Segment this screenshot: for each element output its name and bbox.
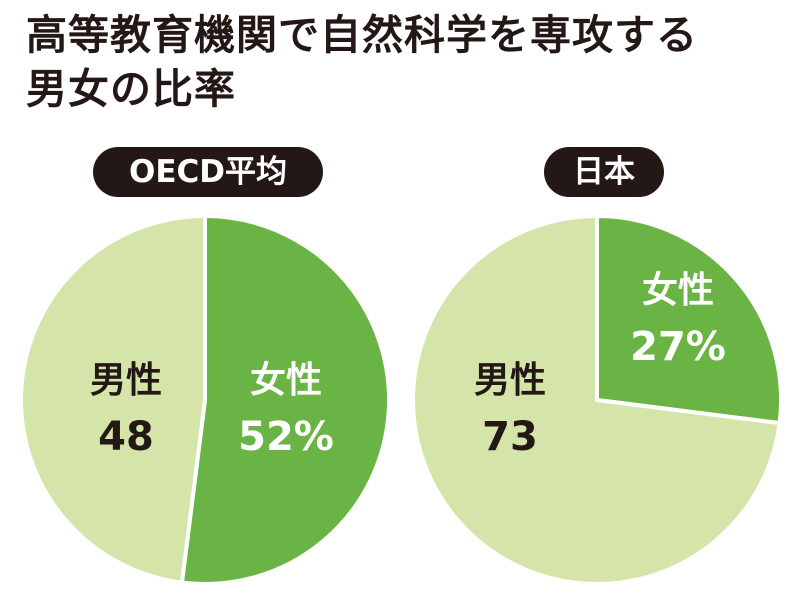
slice-label-female: 女性 (250, 360, 322, 401)
slice-value-male: 73 (482, 414, 538, 460)
pie-slice-male (19, 214, 207, 585)
slice-label-male: 男性 (474, 360, 546, 401)
slice-value-female: 27% (630, 324, 726, 370)
title-line-2: 男女の比率 (26, 65, 236, 113)
slice-value-female: 52% (238, 414, 334, 460)
pie-slice-male (411, 214, 782, 586)
slice-label-male: 男性 (90, 360, 162, 401)
title-line-1: 高等教育機関で自然科学を専攻する (26, 11, 698, 59)
pie-slice-female (179, 214, 391, 586)
pie-title-japan: 日本 (544, 147, 664, 197)
pie-japan: 女性 27% 男性 73 (411, 214, 783, 586)
pie-title-oecd: OECD平均 (93, 147, 323, 197)
slice-value-male: 48 (98, 414, 154, 460)
pie-oecd: 女性 52% 男性 48 (19, 214, 391, 586)
slice-label-female: 女性 (642, 270, 714, 311)
chart-title: 高等教育機関で自然科学を専攻する 男女の比率 (26, 8, 786, 116)
pie-slice-female (595, 214, 783, 426)
